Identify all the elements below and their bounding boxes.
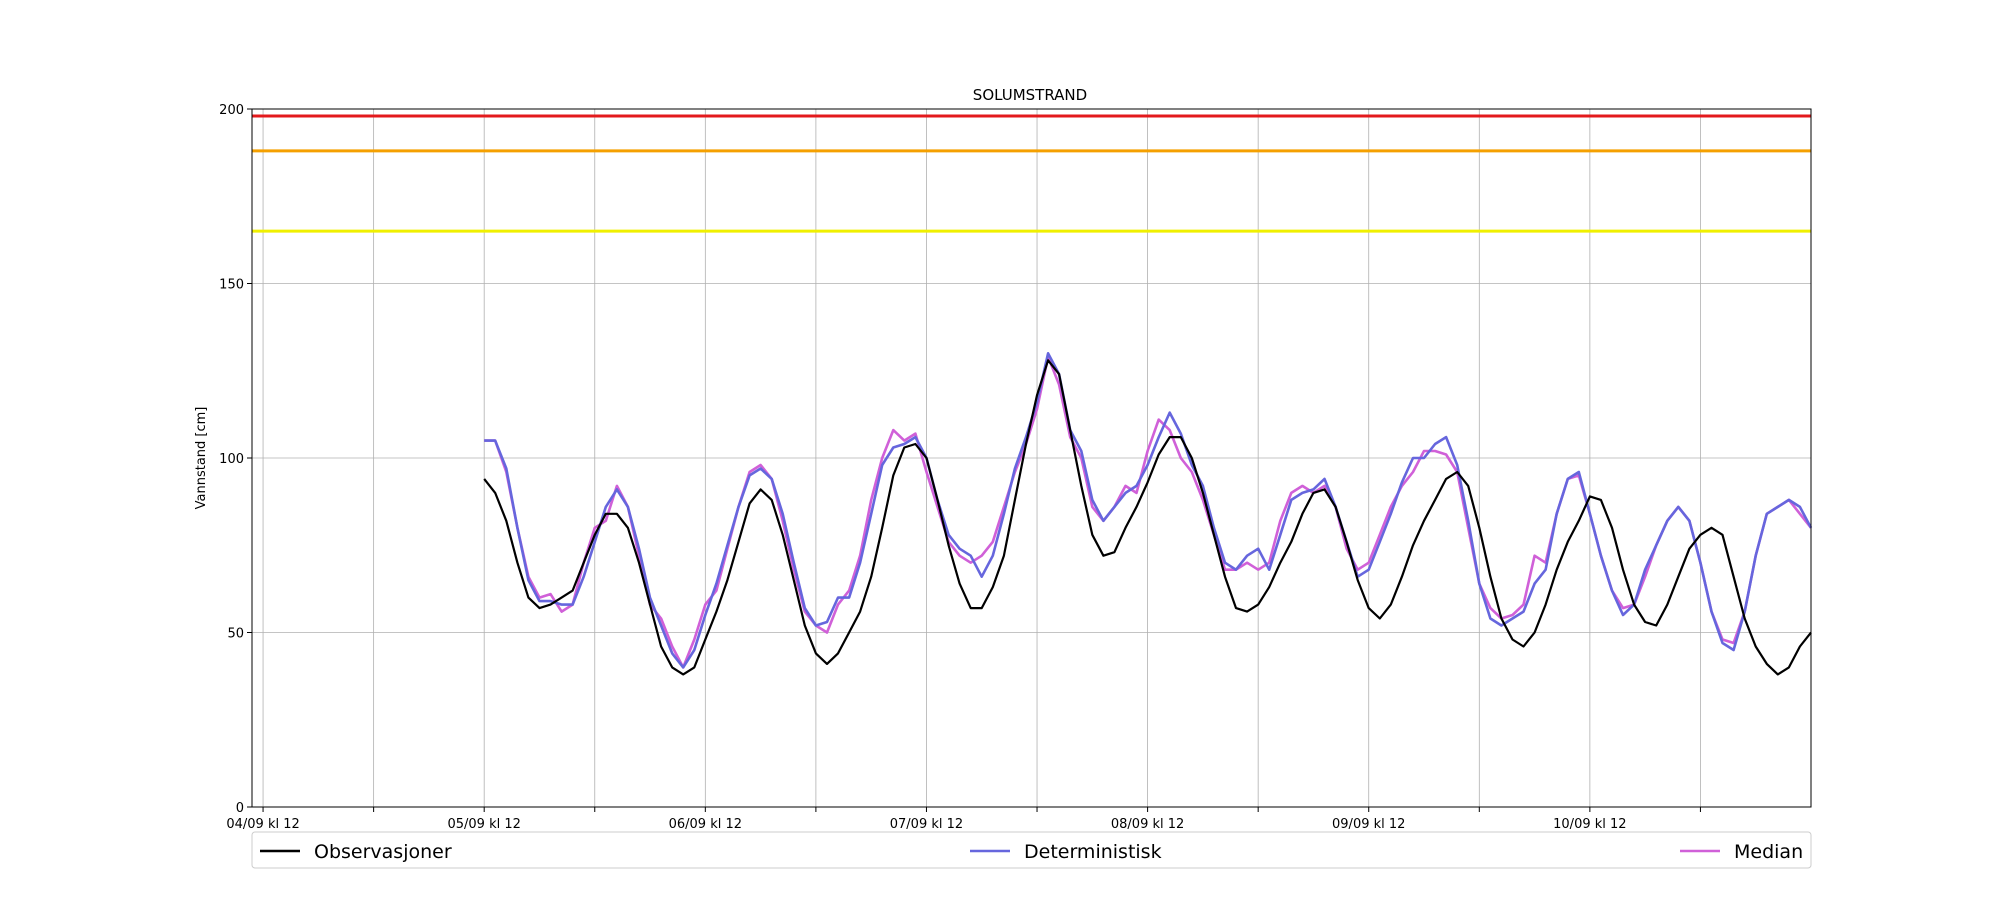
legend-box: [251, 831, 1812, 869]
x-tick-label: 08/09 kl 12: [1111, 817, 1184, 832]
y-tick-label: 0: [236, 801, 244, 816]
x-tick-label: 09/09 kl 12: [1332, 817, 1405, 832]
legend-label: Observasjoner: [314, 841, 452, 863]
y-tick-label: 50: [227, 627, 244, 642]
legend-label: Deterministisk: [1024, 841, 1162, 863]
legend-label: Median: [1734, 841, 1803, 863]
legend: Observasjoner Deterministisk Median: [251, 831, 1812, 869]
series-line-deterministisk: [484, 352, 1813, 669]
series-lines: [483, 352, 1813, 676]
x-tick-label: 05/09 kl 12: [447, 817, 520, 832]
y-tick-label: 100: [219, 452, 244, 467]
grid: [252, 108, 1811, 808]
y-tick-label: 150: [219, 278, 244, 293]
x-tick-label: 10/09 kl 12: [1553, 817, 1626, 832]
chart-title: SOLUMSTRAND: [973, 86, 1087, 104]
x-tick-label: 04/09 kl 12: [226, 817, 299, 832]
y-tick-label: 200: [219, 103, 244, 118]
y-axis-label: Vannstand [cm]: [194, 407, 209, 510]
x-tick-label: 06/09 kl 12: [669, 817, 742, 832]
x-tick-label: 07/09 kl 12: [890, 817, 963, 832]
series-line-observasjoner: [483, 359, 1812, 676]
threshold-lines: [252, 114, 1811, 233]
axes: 04/09 kl 12 05/09 kl 12 06/09 kl 12 07/09 k…: [219, 103, 1701, 832]
